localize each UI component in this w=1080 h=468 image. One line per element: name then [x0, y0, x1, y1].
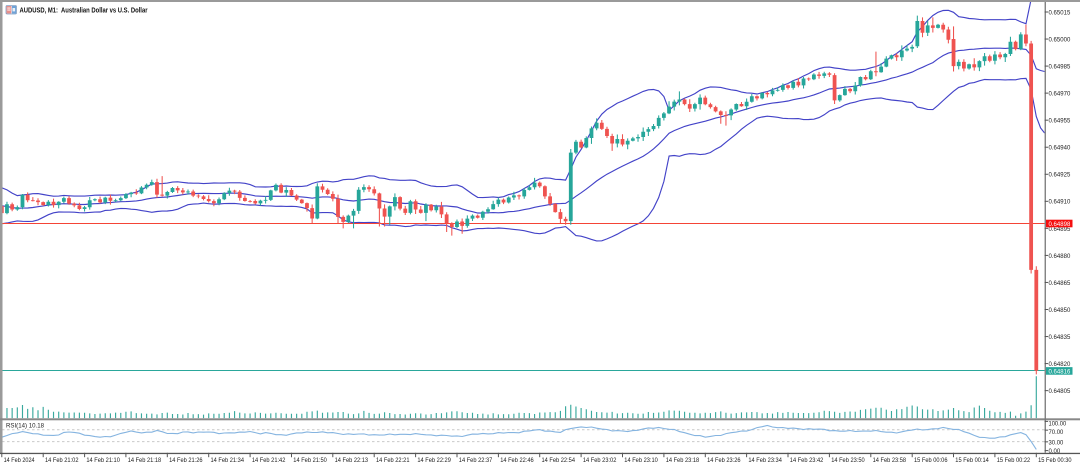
svg-text:14 Feb 22:29: 14 Feb 22:29 — [417, 457, 451, 464]
svg-text:14 Feb 21:02: 14 Feb 21:02 — [45, 457, 79, 464]
svg-text:14 Feb 22:13: 14 Feb 22:13 — [335, 457, 369, 464]
svg-text:0.64940: 0.64940 — [1049, 145, 1071, 152]
svg-text:AUDUSD, M1: Australian Dollar: AUDUSD, M1: Australian Dollar vs U.S. Do… — [20, 7, 148, 14]
svg-text:14 Feb 21:42: 14 Feb 21:42 — [252, 457, 286, 464]
svg-text:14 Feb 22:46: 14 Feb 22:46 — [500, 457, 534, 464]
svg-text:30.00: 30.00 — [1049, 440, 1064, 447]
svg-text:14 Feb 23:26: 14 Feb 23:26 — [707, 457, 741, 464]
svg-text:14 Feb 23:58: 14 Feb 23:58 — [873, 457, 907, 464]
svg-text:0.65000: 0.65000 — [1049, 36, 1071, 43]
svg-text:70.00: 70.00 — [1049, 429, 1064, 436]
svg-text:0.64985: 0.64985 — [1049, 63, 1071, 70]
svg-text:14 Feb 21:34: 14 Feb 21:34 — [211, 457, 245, 464]
svg-text:14 Feb 23:50: 14 Feb 23:50 — [831, 457, 865, 464]
svg-text:0.64805: 0.64805 — [1049, 388, 1071, 395]
svg-text:14 Feb 23:34: 14 Feb 23:34 — [748, 457, 782, 464]
svg-text:14 Feb 23:42: 14 Feb 23:42 — [790, 457, 824, 464]
svg-text:0.64970: 0.64970 — [1049, 91, 1071, 98]
svg-text:0.64820: 0.64820 — [1049, 361, 1071, 368]
svg-text:0.65015: 0.65015 — [1049, 9, 1071, 16]
svg-text:0.64925: 0.64925 — [1049, 172, 1071, 179]
svg-text:14 Feb 21:50: 14 Feb 21:50 — [293, 457, 327, 464]
svg-text:14 Feb 22:21: 14 Feb 22:21 — [376, 457, 410, 464]
svg-text:14 Feb 23:02: 14 Feb 23:02 — [583, 457, 617, 464]
svg-text:15 Feb 00:30: 15 Feb 00:30 — [1038, 457, 1072, 464]
svg-text:15 Feb 00:14: 15 Feb 00:14 — [955, 457, 989, 464]
svg-text:14 Feb 22:37: 14 Feb 22:37 — [459, 457, 493, 464]
svg-text:0.64895: 0.64895 — [1049, 226, 1071, 233]
svg-text:0.64955: 0.64955 — [1049, 118, 1071, 125]
svg-text:0.64850: 0.64850 — [1049, 307, 1071, 314]
svg-text:0.64880: 0.64880 — [1049, 253, 1071, 260]
svg-text:14 Feb 22:54: 14 Feb 22:54 — [542, 457, 576, 464]
svg-text:14 Feb 2024: 14 Feb 2024 — [4, 457, 35, 464]
svg-text:0.00: 0.00 — [1049, 448, 1061, 455]
svg-text:0.64898: 0.64898 — [1049, 221, 1071, 228]
svg-text:15 Feb 00:22: 15 Feb 00:22 — [997, 457, 1031, 464]
svg-text:15 Feb 00:06: 15 Feb 00:06 — [914, 457, 948, 464]
svg-text:14 Feb 23:18: 14 Feb 23:18 — [666, 457, 700, 464]
svg-text:0.64816: 0.64816 — [1049, 368, 1071, 375]
svg-text:0.64835: 0.64835 — [1049, 334, 1071, 341]
svg-text:0.64865: 0.64865 — [1049, 280, 1071, 287]
svg-text:0.64910: 0.64910 — [1049, 199, 1071, 206]
svg-text:14 Feb 21:18: 14 Feb 21:18 — [128, 457, 162, 464]
svg-text:RSI(14) 10.18: RSI(14) 10.18 — [6, 422, 44, 429]
svg-text:14 Feb 21:10: 14 Feb 21:10 — [86, 457, 120, 464]
svg-text:100.00: 100.00 — [1049, 421, 1067, 428]
svg-text:14 Feb 23:10: 14 Feb 23:10 — [624, 457, 658, 464]
svg-text:14 Feb 21:26: 14 Feb 21:26 — [169, 457, 203, 464]
